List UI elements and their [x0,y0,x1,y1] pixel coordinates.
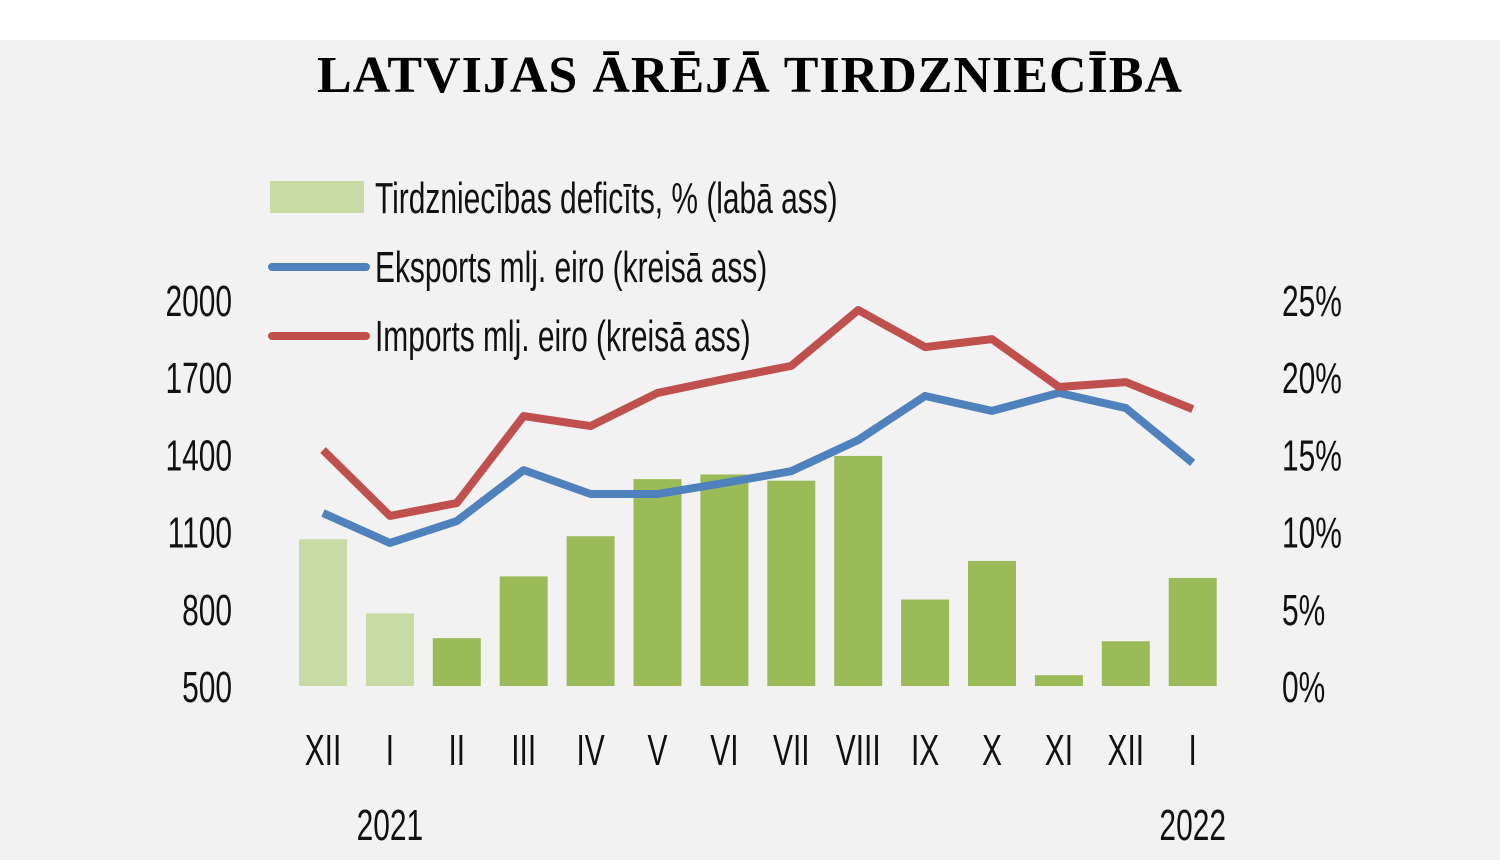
chart-background [0,40,1500,860]
x-axis-tick: IX [911,725,939,774]
x-axis-tick: XI [1045,725,1073,774]
x-axis-tick: I [386,725,394,774]
x-axis-tick: VI [710,725,738,774]
chart-title: LATVIJAS ĀRĒJĀ TIRDZNIECĪBA [317,47,1183,104]
bar-deficit [499,576,548,686]
bar-deficit [365,613,414,686]
right-axis-tick: 10% [1282,508,1342,557]
x-axis-tick: II [448,725,465,774]
left-axis-tick: 2000 [165,276,232,325]
right-axis-tick: 5% [1282,585,1325,634]
right-axis-tick: 25% [1282,276,1342,325]
legend-label-export: Eksports mlj. eiro (kreisā ass) [375,242,767,291]
bar-deficit [1168,577,1217,686]
bar-deficit [767,480,816,686]
bar-deficit [432,638,481,686]
x-axis-tick: VIII [836,725,881,774]
bar-deficit [700,474,749,686]
left-axis-tick: 1700 [165,353,232,402]
left-axis-tick: 1100 [168,508,232,557]
right-axis-tick: 20% [1282,353,1342,402]
legend-swatch-deficit [270,181,364,213]
legend-label-import: Imports mlj. eiro (kreisā ass) [375,311,751,360]
bar-deficit [1101,641,1150,686]
legend-label-deficit: Tirdzniecības deficīts, % (labā ass) [375,173,838,222]
line-export [321,388,1196,547]
right-axis-tick: 15% [1282,431,1342,480]
bar-deficit [566,536,615,686]
x-axis-tick: IV [576,725,604,774]
x-axis-tick: III [511,725,536,774]
left-axis-tick: 500 [182,662,232,711]
bar-deficit [834,455,883,686]
line-import [320,306,1195,520]
right-axis-tick: 0% [1282,662,1325,711]
x-axis-tick: I [1189,725,1197,774]
left-axis-tick: 1400 [165,431,232,480]
year-label: 2021 [357,800,424,849]
bar-deficit [299,539,347,686]
x-axis-tick: XII [305,725,342,774]
x-axis-tick: VII [773,725,810,774]
x-axis-tick: X [982,725,1002,774]
bar-deficit [901,599,950,686]
x-axis-tick: XII [1108,725,1145,774]
bar-deficit [1034,675,1083,686]
bar-deficit [968,560,1016,686]
left-axis-tick: 800 [182,585,232,634]
x-axis-tick: V [648,725,668,774]
bar-deficit [633,479,682,686]
year-label: 2022 [1159,800,1226,849]
